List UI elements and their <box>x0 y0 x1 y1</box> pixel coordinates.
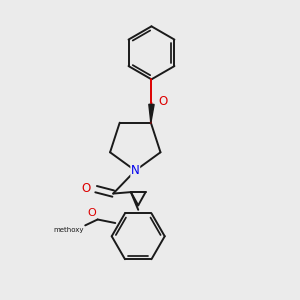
Text: O: O <box>87 208 96 218</box>
Text: methoxy: methoxy <box>54 226 84 232</box>
Polygon shape <box>149 104 154 123</box>
Text: O: O <box>82 182 91 195</box>
Text: N: N <box>131 164 140 177</box>
Text: O: O <box>158 95 167 108</box>
